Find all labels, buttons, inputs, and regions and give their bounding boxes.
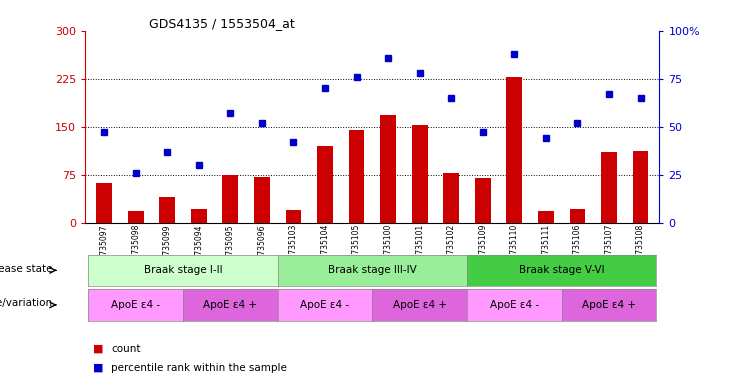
Bar <box>633 151 648 223</box>
Bar <box>601 152 617 223</box>
Text: Braak stage V-VI: Braak stage V-VI <box>519 265 605 275</box>
Text: ■: ■ <box>93 363 103 373</box>
Text: Braak stage III-IV: Braak stage III-IV <box>328 265 416 275</box>
Text: ApoE ε4 +: ApoE ε4 + <box>203 300 257 310</box>
Text: ■: ■ <box>93 344 103 354</box>
Text: count: count <box>111 344 141 354</box>
Text: genotype/variation: genotype/variation <box>0 298 53 308</box>
Bar <box>380 115 396 223</box>
Text: ApoE ε4 +: ApoE ε4 + <box>582 300 636 310</box>
Bar <box>285 210 302 223</box>
Text: disease state: disease state <box>0 264 53 274</box>
Bar <box>570 209 585 223</box>
Bar <box>317 146 333 223</box>
Text: ApoE ε4 -: ApoE ε4 - <box>300 300 350 310</box>
Text: ApoE ε4 +: ApoE ε4 + <box>393 300 447 310</box>
Bar <box>127 211 144 223</box>
Bar <box>475 178 491 223</box>
Bar <box>191 209 207 223</box>
Bar <box>254 177 270 223</box>
Bar <box>538 211 554 223</box>
Text: GDS4135 / 1553504_at: GDS4135 / 1553504_at <box>150 17 295 30</box>
Bar <box>412 126 428 223</box>
Bar <box>96 183 112 223</box>
Text: ApoE ε4 -: ApoE ε4 - <box>111 300 160 310</box>
Bar <box>222 175 239 223</box>
Bar <box>506 77 522 223</box>
Text: percentile rank within the sample: percentile rank within the sample <box>111 363 287 373</box>
Bar <box>349 130 365 223</box>
Bar <box>159 197 175 223</box>
Text: Braak stage I-II: Braak stage I-II <box>144 265 222 275</box>
Bar <box>443 173 459 223</box>
Text: ApoE ε4 -: ApoE ε4 - <box>490 300 539 310</box>
